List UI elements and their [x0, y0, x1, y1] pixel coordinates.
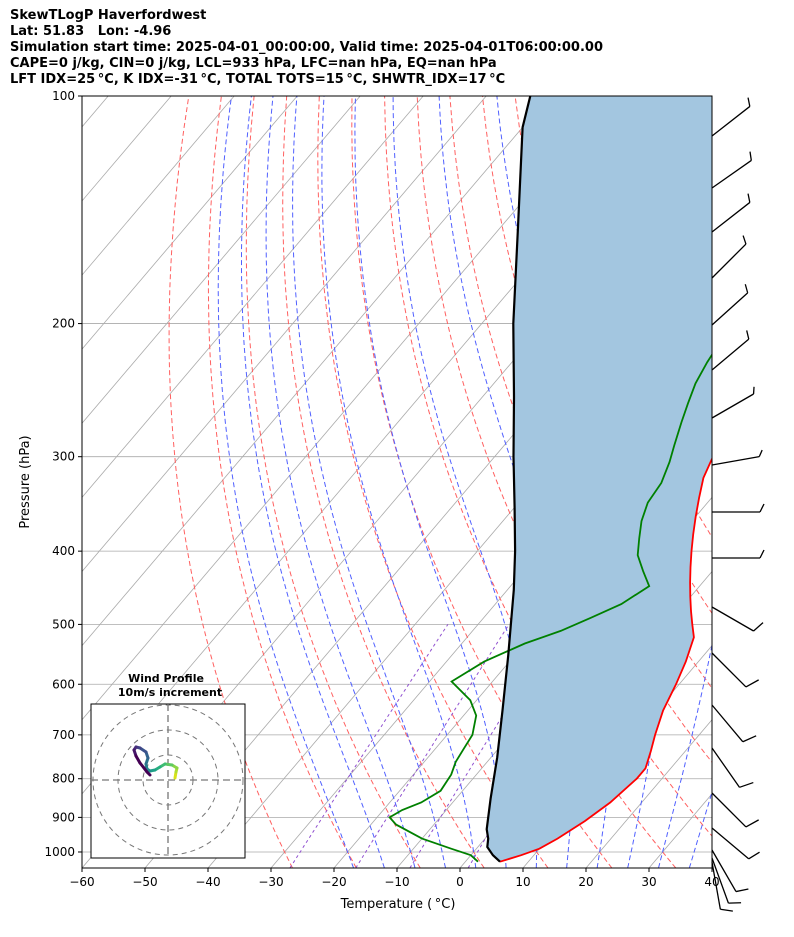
wind-barb — [711, 449, 763, 466]
hodograph-subtitle: 10m/s increment — [118, 686, 222, 699]
y-tick-label: 1000 — [44, 845, 75, 859]
x-tick-label: −10 — [384, 875, 409, 889]
wind-barb — [711, 704, 757, 743]
wind-barbs — [711, 97, 765, 912]
dry-adiabat — [282, 96, 485, 868]
hodograph: Wind Profile 10m/s increment — [90, 672, 246, 859]
y-tick-label: 800 — [52, 772, 75, 786]
moist-adiabat — [321, 96, 477, 868]
moist-adiabat — [292, 96, 446, 868]
chart-title: SkewTLogP Haverfordwest — [10, 8, 207, 23]
mixing-ratio-line — [409, 624, 560, 868]
moist-adiabat — [658, 96, 712, 868]
wind-barb — [711, 792, 759, 828]
wind-barb — [711, 606, 764, 632]
moist-adiabat — [392, 96, 538, 868]
chart-header: SkewTLogP Haverfordwest Lat: 51.83 Lon: … — [10, 8, 603, 88]
y-tick-label: 700 — [52, 728, 75, 742]
isotherm — [711, 867, 712, 868]
x-tick-label: 20 — [578, 875, 593, 889]
dry-adiabat — [168, 96, 293, 868]
wind-barb — [711, 827, 760, 860]
isotherm — [82, 96, 613, 721]
wind-barb — [711, 151, 752, 189]
moist-adiabat — [241, 96, 385, 868]
hodograph-title: Wind Profile — [128, 672, 204, 685]
wind-barb — [711, 849, 749, 893]
isotherm — [585, 719, 712, 868]
wind-barb — [711, 284, 749, 326]
mixing-ratio-line — [355, 624, 510, 868]
moist-adiabat — [265, 96, 416, 868]
x-tick-label: 0 — [456, 875, 464, 889]
y-tick-label: 600 — [52, 677, 75, 691]
wind-barb — [711, 97, 751, 137]
moist-adiabat — [688, 790, 712, 868]
dry-adiabat — [744, 96, 794, 868]
isotherm — [82, 96, 487, 573]
x-tick-label: −50 — [132, 875, 157, 889]
dry-adiabat — [482, 96, 712, 690]
isotherm — [82, 96, 361, 424]
hodograph-trace — [145, 770, 152, 777]
y-tick-label: 200 — [52, 317, 75, 331]
y-tick-label: 100 — [52, 89, 75, 103]
profile-lines — [388, 96, 712, 863]
temperature-line — [499, 456, 712, 863]
x-tick-label: −30 — [258, 875, 283, 889]
wind-barb — [712, 549, 765, 559]
dewpoint-line — [388, 353, 712, 863]
dry-adiabat — [776, 96, 794, 868]
isotherm — [82, 96, 235, 276]
axes: −60 −50 −40 −30 −20 −10 0 10 20 30 40 100 200 300 400 5… — [44, 89, 719, 889]
dry-adiabat — [416, 96, 712, 837]
wind-barb — [711, 857, 742, 904]
dry-adiabat — [710, 96, 712, 102]
x-tick-label: 10 — [515, 875, 530, 889]
parcel-line: CAPE=0 j/kg, CIN=0 j/kg, LCL=933 hPa, LF… — [10, 56, 497, 71]
wind-barb — [711, 652, 759, 688]
wind-barb — [711, 747, 754, 788]
y-tick-label: 500 — [52, 617, 75, 631]
indices-line: LFT IDX=25 °C, K IDX=-31 °C, TOTAL TOTS=… — [10, 72, 506, 87]
parcel-line — [485, 96, 532, 863]
x-axis-label: Temperature ( °C) — [340, 897, 456, 912]
moist-adiabat — [720, 96, 794, 868]
y-axis-label: Pressure (hPa) — [18, 435, 33, 528]
y-tick-label: 300 — [52, 450, 75, 464]
wind-barb — [711, 861, 733, 912]
dry-adiabat — [245, 96, 421, 868]
dry-adiabat — [207, 96, 357, 868]
wind-barb — [711, 193, 751, 233]
wind-barb — [711, 235, 747, 279]
wind-barb — [711, 330, 750, 371]
y-tick-label: 400 — [52, 544, 75, 558]
mixing-ratio-line — [289, 624, 449, 868]
x-tick-label: −60 — [69, 875, 94, 889]
moist-adiabat — [217, 96, 355, 868]
wind-barb — [712, 503, 765, 513]
isotherm — [82, 96, 424, 499]
x-tick-label: −20 — [321, 875, 346, 889]
x-tick-label: −40 — [195, 875, 220, 889]
wind-barb — [711, 386, 755, 419]
isotherm — [82, 96, 298, 350]
time-line: Simulation start time: 2025-04-01_00:00:… — [10, 40, 603, 55]
location-line: Lat: 51.83 Lon: -4.96 — [10, 24, 172, 39]
cin-shade — [486, 96, 712, 862]
x-tick-label: 40 — [704, 875, 719, 889]
isotherm — [82, 96, 550, 647]
x-tick-label: 30 — [641, 875, 656, 889]
y-tick-label: 900 — [52, 810, 75, 824]
